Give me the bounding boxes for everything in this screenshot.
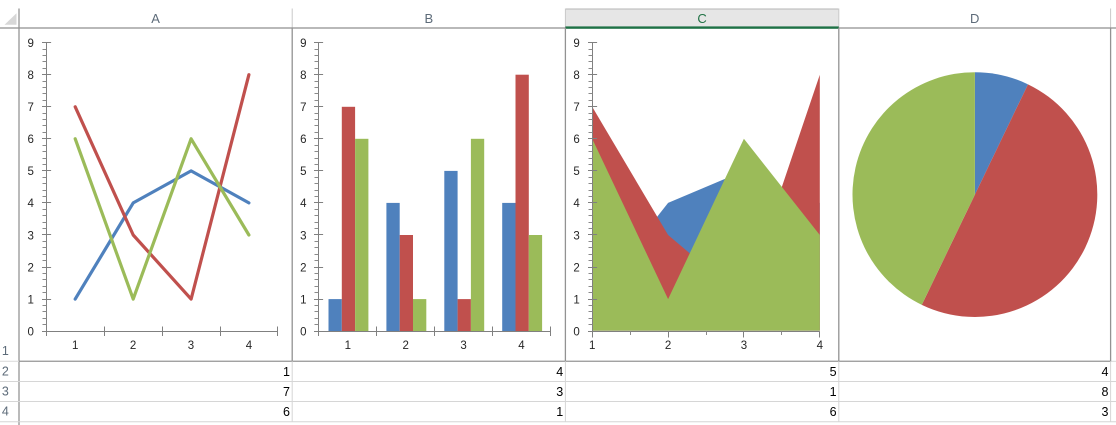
svg-text:6: 6 [300, 134, 306, 146]
svg-text:8: 8 [300, 70, 306, 82]
svg-text:2: 2 [2, 364, 9, 378]
svg-text:3: 3 [27, 230, 33, 242]
svg-text:1: 1 [2, 344, 9, 358]
svg-text:2: 2 [300, 262, 306, 274]
svg-text:9: 9 [573, 38, 579, 50]
svg-text:4: 4 [817, 340, 824, 352]
svg-text:5: 5 [27, 166, 33, 178]
svg-text:6: 6 [830, 405, 837, 419]
svg-text:3: 3 [556, 385, 563, 399]
svg-text:5: 5 [573, 166, 579, 178]
svg-text:0: 0 [300, 326, 306, 338]
svg-text:3: 3 [573, 230, 579, 242]
svg-text:A: A [151, 11, 160, 26]
svg-text:0: 0 [27, 326, 33, 338]
svg-text:4: 4 [300, 198, 307, 210]
svg-text:6: 6 [283, 405, 290, 419]
svg-text:3: 3 [460, 340, 466, 352]
svg-text:1: 1 [345, 340, 351, 352]
svg-text:1: 1 [556, 405, 563, 419]
svg-text:6: 6 [27, 134, 33, 146]
svg-text:1: 1 [300, 294, 306, 306]
svg-text:2: 2 [27, 262, 33, 274]
svg-text:8: 8 [573, 70, 579, 82]
svg-text:3: 3 [741, 340, 747, 352]
svg-text:1: 1 [589, 340, 595, 352]
svg-text:1: 1 [573, 294, 579, 306]
svg-text:4: 4 [2, 405, 9, 419]
svg-text:3: 3 [188, 340, 194, 352]
svg-text:0: 0 [573, 326, 579, 338]
svg-text:1: 1 [830, 385, 837, 399]
svg-text:2: 2 [573, 262, 579, 274]
svg-text:7: 7 [27, 102, 33, 114]
svg-text:1: 1 [27, 294, 33, 306]
svg-text:4: 4 [1101, 365, 1108, 379]
svg-text:4: 4 [518, 340, 525, 352]
svg-text:C: C [697, 11, 706, 26]
svg-text:D: D [970, 11, 979, 26]
svg-text:5: 5 [830, 365, 837, 379]
svg-text:2: 2 [130, 340, 136, 352]
svg-text:1: 1 [283, 365, 290, 379]
svg-text:4: 4 [573, 198, 580, 210]
svg-text:4: 4 [27, 198, 34, 210]
svg-text:3: 3 [2, 385, 9, 399]
svg-text:4: 4 [246, 340, 253, 352]
svg-text:8: 8 [1101, 385, 1108, 399]
svg-text:3: 3 [1101, 405, 1108, 419]
svg-text:5: 5 [300, 166, 306, 178]
svg-text:8: 8 [27, 70, 33, 82]
svg-text:2: 2 [402, 340, 408, 352]
svg-text:3: 3 [300, 230, 306, 242]
svg-text:7: 7 [300, 102, 306, 114]
svg-text:4: 4 [556, 365, 563, 379]
svg-text:9: 9 [300, 38, 306, 50]
svg-text:B: B [424, 11, 433, 26]
svg-text:1: 1 [72, 340, 78, 352]
svg-text:6: 6 [573, 134, 579, 146]
svg-text:7: 7 [283, 385, 290, 399]
svg-text:2: 2 [665, 340, 671, 352]
svg-text:7: 7 [573, 102, 579, 114]
svg-text:9: 9 [27, 38, 33, 50]
